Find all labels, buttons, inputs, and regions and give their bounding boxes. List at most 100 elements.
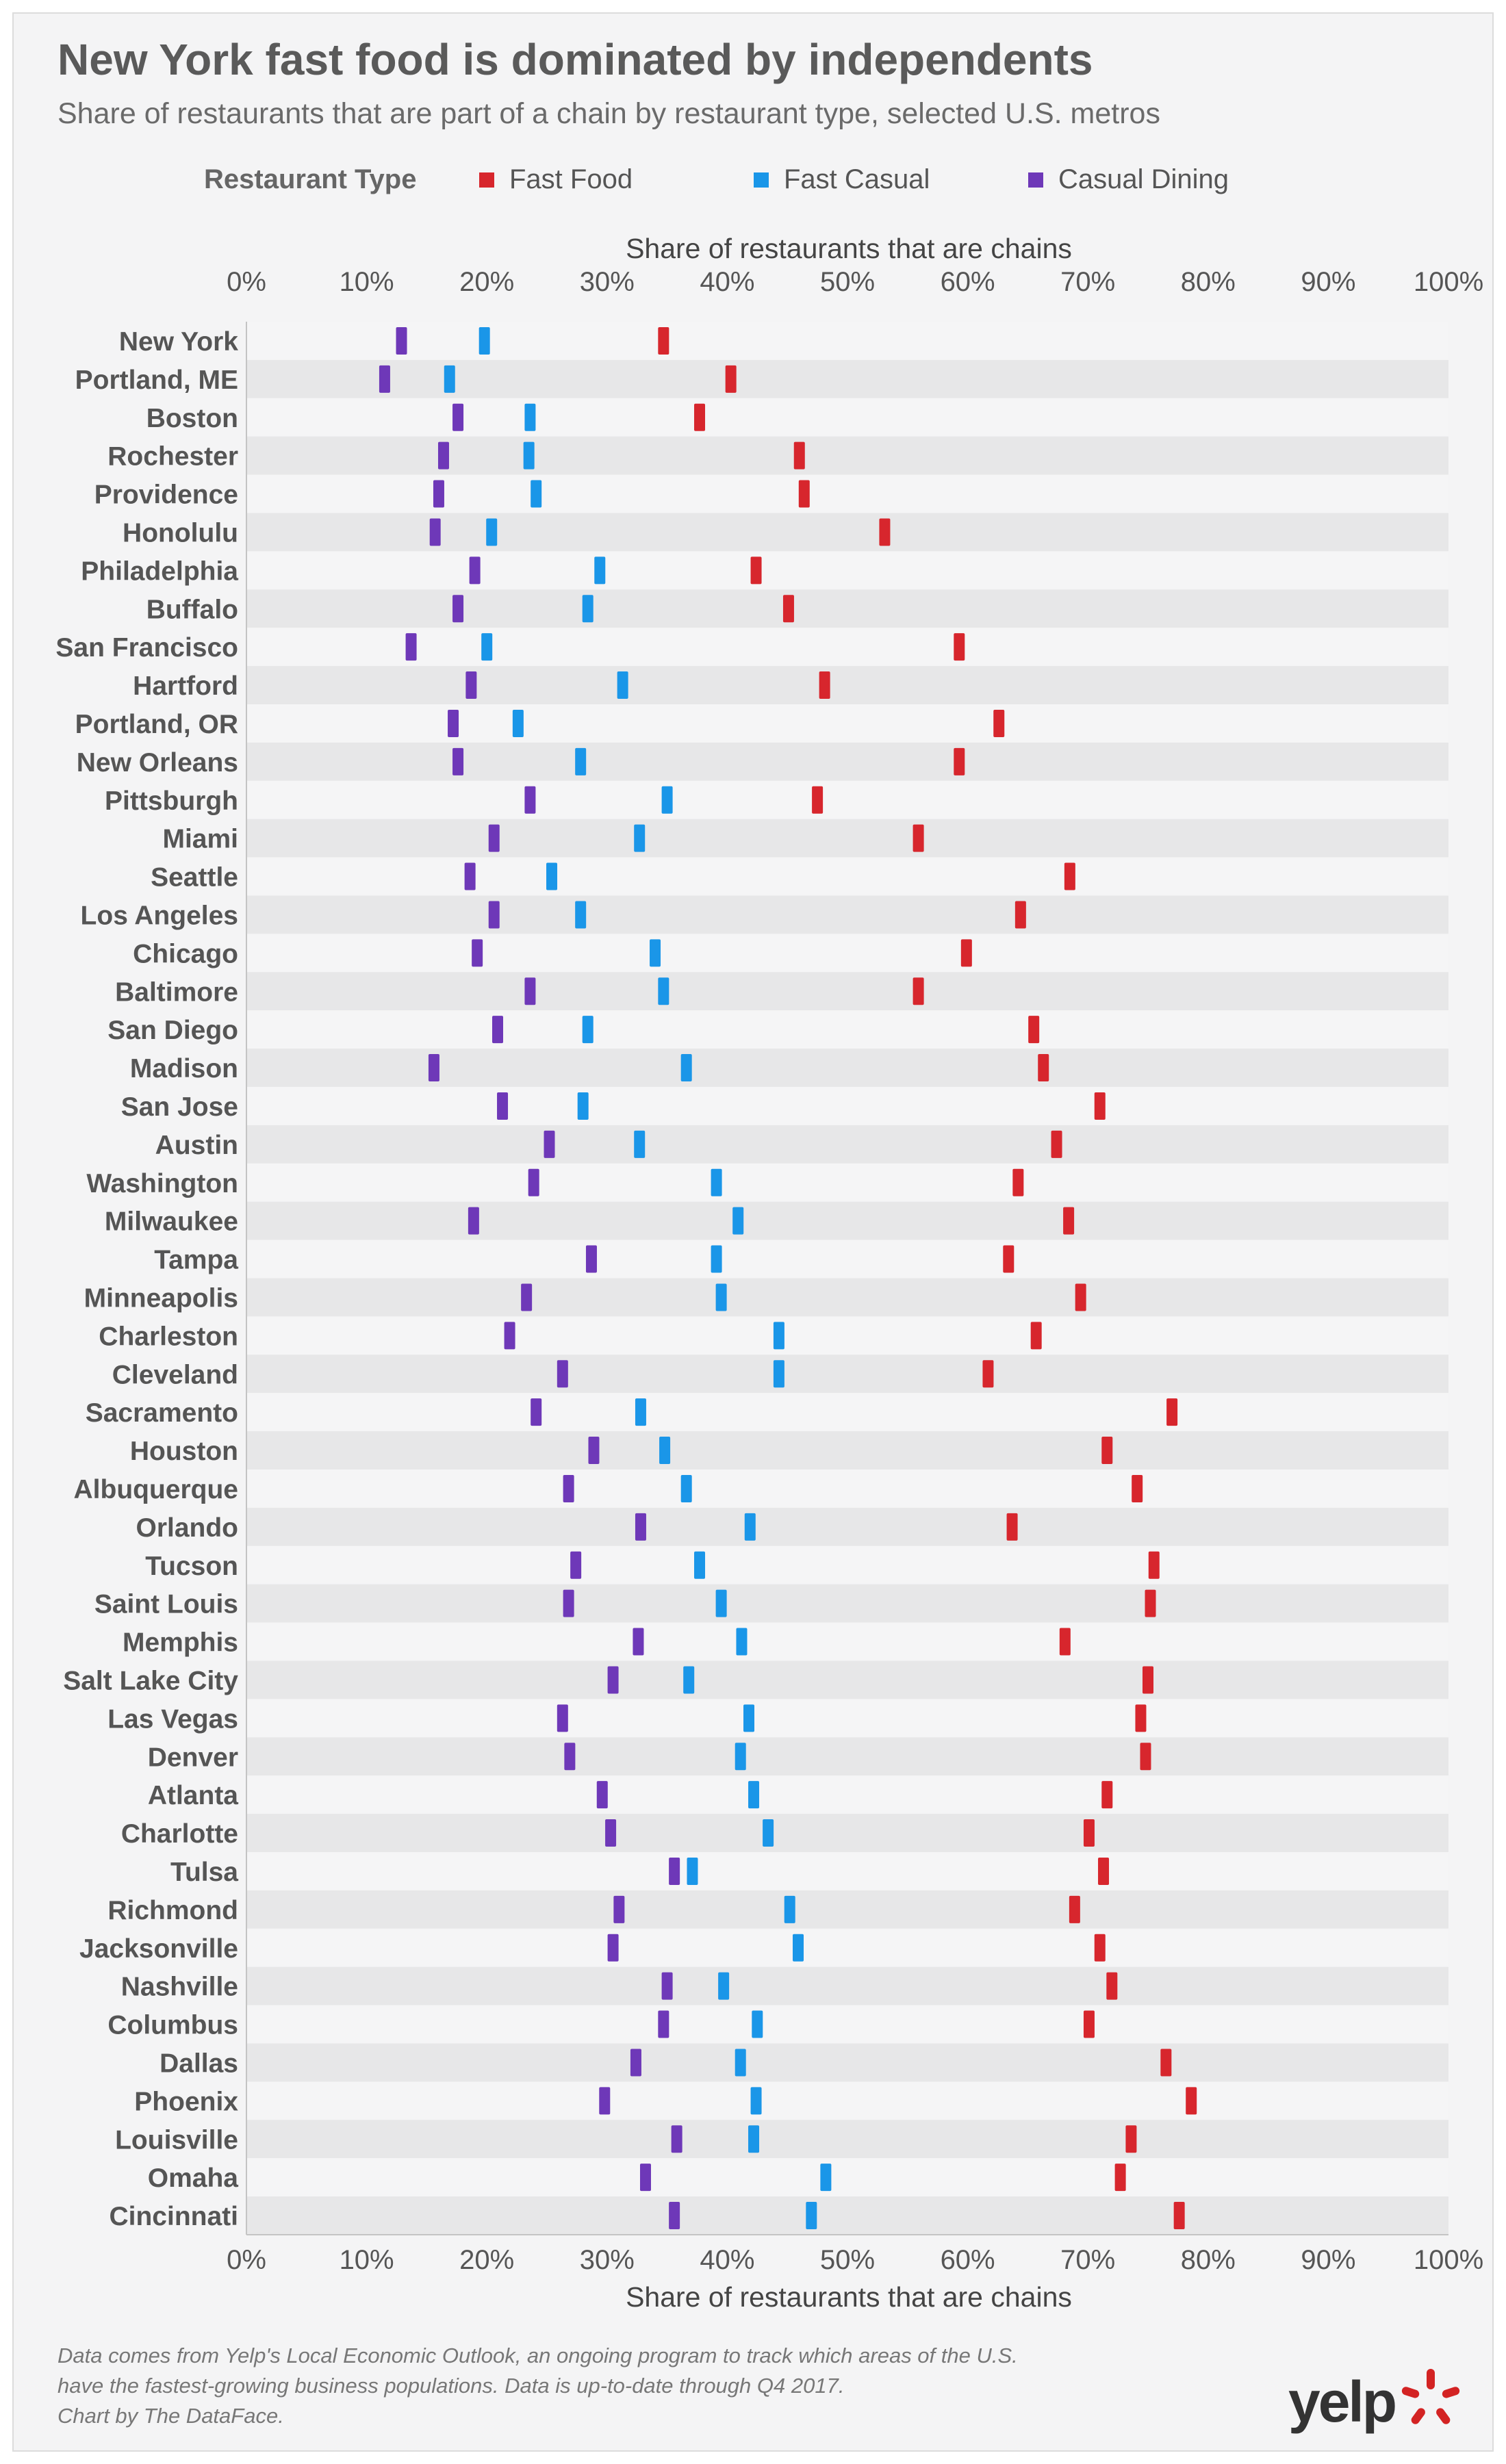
- marker-fast-casual: [634, 824, 646, 852]
- marker-casual-dining: [524, 786, 536, 814]
- marker-casual-dining: [671, 2125, 682, 2153]
- row-band: [246, 1010, 1448, 1049]
- legend-swatch-fast-casual: [754, 172, 769, 188]
- marker-fast-casual: [773, 1322, 784, 1350]
- yelp-logo-text: yelp: [1288, 2370, 1397, 2434]
- marker-fast-food: [1006, 1513, 1018, 1541]
- x-axis-title-bottom: Share of restaurants that are chains: [626, 2281, 1072, 2313]
- marker-fast-food: [1135, 1704, 1147, 1732]
- x-tick-label-top: 80%: [1181, 267, 1236, 297]
- marker-casual-dining: [669, 1857, 680, 1885]
- category-label: Tulsa: [170, 1858, 238, 1887]
- row-band: [246, 780, 1448, 819]
- category-label: Portland, OR: [75, 710, 238, 739]
- footnote-line: Chart by The DataFace.: [58, 2404, 284, 2428]
- marker-casual-dining: [437, 441, 449, 470]
- marker-fast-casual: [744, 1513, 756, 1541]
- x-tick-label-top: 50%: [820, 267, 875, 297]
- marker-casual-dining: [429, 518, 441, 546]
- row-band: [246, 2158, 1448, 2197]
- legend-item-casual-dining: Casual Dining: [1028, 164, 1229, 195]
- marker-casual-dining: [570, 1551, 582, 1579]
- marker-fast-casual: [711, 1168, 722, 1196]
- marker-fast-food: [1143, 1666, 1153, 1694]
- marker-fast-food: [1148, 1551, 1160, 1579]
- marker-casual-dining: [433, 480, 444, 508]
- category-label: Albuquerque: [74, 1475, 239, 1504]
- category-label: Phoenix: [134, 2087, 238, 2116]
- marker-casual-dining: [544, 1130, 555, 1158]
- marker-fast-food: [750, 556, 762, 585]
- marker-fast-casual: [683, 1666, 695, 1694]
- row-band: [246, 513, 1448, 552]
- row-band: [246, 1201, 1448, 1240]
- marker-casual-dining: [658, 2010, 669, 2038]
- marker-fast-food: [1003, 1245, 1014, 1273]
- marker-fast-casual: [577, 1092, 589, 1120]
- marker-fast-food: [954, 747, 965, 775]
- marker-fast-casual: [793, 1934, 804, 1962]
- marker-fast-casual: [752, 2010, 763, 2038]
- x-tick-label-top: 0%: [227, 267, 266, 297]
- row-band: [246, 1470, 1448, 1508]
- marker-fast-food: [982, 1360, 994, 1388]
- marker-fast-casual: [736, 1628, 748, 1656]
- row-band: [246, 666, 1448, 704]
- marker-fast-food: [725, 365, 737, 393]
- marker-fast-food: [1186, 2087, 1197, 2115]
- yelp-logo: yelp: [1288, 2365, 1466, 2434]
- marker-casual-dining: [396, 326, 407, 355]
- row-band: [246, 1660, 1448, 1699]
- row-band: [246, 359, 1448, 398]
- row-band: [246, 1775, 1448, 1814]
- marker-fast-food: [1106, 1972, 1118, 2000]
- marker-casual-dining: [472, 939, 483, 967]
- row-band: [246, 1393, 1448, 1432]
- row-band: [246, 1622, 1448, 1661]
- category-label: Richmond: [107, 1896, 238, 1925]
- marker-fast-casual: [750, 2087, 762, 2115]
- marker-fast-casual: [820, 2164, 832, 2192]
- category-label: Jacksonville: [79, 1934, 238, 1964]
- marker-fast-casual: [748, 2125, 760, 2153]
- marker-fast-food: [1094, 1934, 1106, 1962]
- row-band: [246, 2196, 1448, 2235]
- category-label: Nashville: [121, 1973, 238, 2002]
- marker-fast-food: [1012, 1168, 1024, 1196]
- marker-fast-casual: [680, 1474, 692, 1502]
- marker-fast-casual: [694, 1551, 706, 1579]
- marker-fast-food: [912, 824, 924, 852]
- marker-fast-food: [819, 671, 830, 700]
- marker-fast-food: [912, 977, 924, 1005]
- category-label: Columbus: [107, 2011, 238, 2040]
- marker-fast-food: [798, 480, 810, 508]
- marker-fast-food: [1114, 2164, 1126, 2192]
- row-band: [246, 1316, 1448, 1355]
- row-band: [246, 1928, 1448, 1967]
- category-label: Buffalo: [146, 595, 238, 624]
- row-band: [246, 589, 1448, 628]
- marker-fast-casual: [582, 595, 594, 623]
- row-band: [246, 742, 1448, 781]
- marker-casual-dining: [528, 1168, 539, 1196]
- marker-fast-casual: [687, 1857, 698, 1885]
- marker-casual-dining: [379, 365, 390, 393]
- marker-casual-dining: [504, 1322, 515, 1350]
- marker-fast-food: [1083, 1819, 1095, 1847]
- legend-swatch-fast-food: [479, 172, 494, 188]
- marker-casual-dining: [596, 1781, 608, 1809]
- marker-fast-food: [1145, 1589, 1156, 1617]
- row-band: [246, 1125, 1448, 1164]
- x-tick-label-top: 60%: [941, 267, 995, 297]
- category-label: Cleveland: [112, 1360, 238, 1389]
- legend-title: Restaurant Type: [204, 164, 417, 194]
- x-tick-label-bottom: 0%: [227, 2245, 266, 2275]
- marker-casual-dining: [448, 709, 459, 737]
- row-band: [246, 1699, 1448, 1738]
- x-tick-label-top: 30%: [580, 267, 635, 297]
- marker-casual-dining: [452, 595, 464, 623]
- marker-casual-dining: [531, 1398, 542, 1426]
- marker-casual-dining: [564, 1743, 576, 1771]
- marker-fast-food: [1098, 1857, 1110, 1885]
